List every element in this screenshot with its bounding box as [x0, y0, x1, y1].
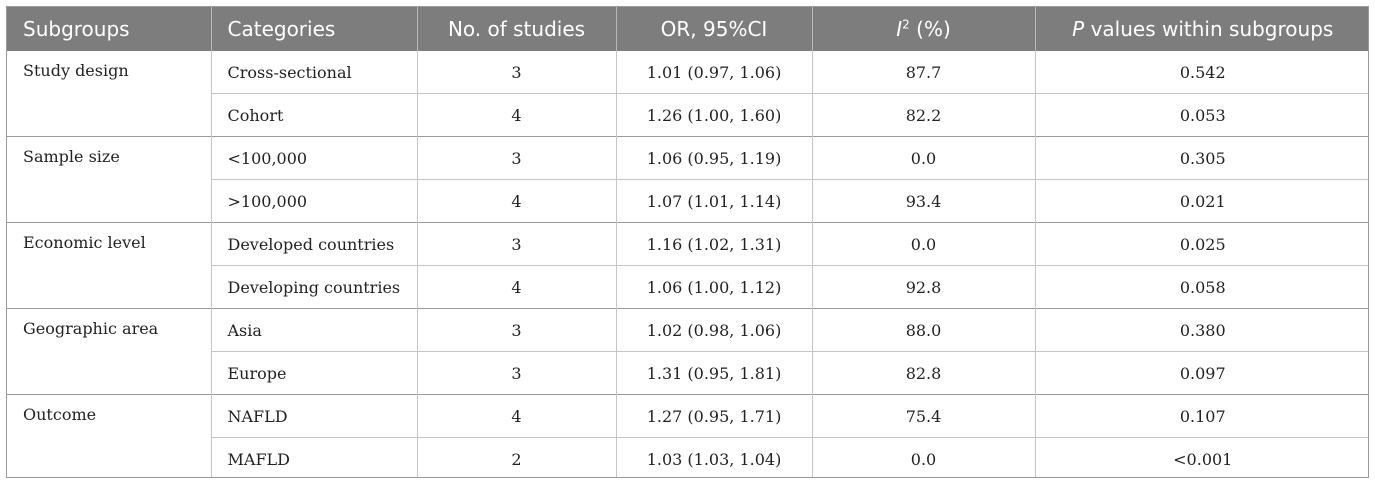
category-cell: Developing countries [210, 265, 417, 309]
or-cell: 1.31 (0.95, 1.81) [615, 351, 812, 395]
studies-cell: 3 [416, 51, 616, 94]
p-value-cell: 0.305 [1034, 136, 1368, 180]
studies-cell: 3 [416, 222, 616, 266]
subgroup-name: Geographic area [7, 308, 211, 395]
table-row: Economic level Developed countries 3 1.1… [7, 222, 1368, 309]
table-row: Cohort 4 1.26 (1.00, 1.60) 82.2 0.053 [7, 93, 1368, 137]
p-value-cell: 0.021 [1034, 179, 1368, 223]
i2-cell: 88.0 [811, 308, 1035, 352]
p-value-cell: 0.025 [1034, 222, 1368, 266]
category-cell: NAFLD [210, 394, 417, 438]
studies-cell: 4 [416, 93, 616, 137]
or-cell: 1.02 (0.98, 1.06) [615, 308, 812, 352]
p-value-cell: 0.058 [1034, 265, 1368, 309]
i2-cell: 0.0 [811, 437, 1035, 477]
i2-cell: 92.8 [811, 265, 1035, 309]
or-cell: 1.26 (1.00, 1.60) [615, 93, 812, 137]
header-i2-letter: I [896, 17, 903, 41]
table-body: Study design Cross-sectional 3 1.01 (0.9… [7, 51, 1368, 477]
category-cell: MAFLD [210, 437, 417, 477]
i2-cell: 93.4 [811, 179, 1035, 223]
header-i2-superscript: 2 [902, 17, 910, 32]
table-row: Europe 3 1.31 (0.95, 1.81) 82.8 0.097 [7, 351, 1368, 395]
subgroup-name: Study design [23, 61, 129, 80]
subgroup-name: Outcome [7, 394, 211, 477]
or-cell: 1.06 (0.95, 1.19) [615, 136, 812, 180]
studies-cell: 4 [416, 394, 616, 438]
or-cell: 1.27 (0.95, 1.71) [615, 394, 812, 438]
i2-cell: 82.2 [811, 93, 1035, 137]
header-p-values: P values within subgroups [1034, 7, 1368, 51]
p-value-cell: 0.053 [1034, 93, 1368, 137]
studies-cell: 2 [416, 437, 616, 477]
studies-cell: 3 [416, 308, 616, 352]
table-row: Developing countries 4 1.06 (1.00, 1.12)… [7, 265, 1368, 309]
category-cell: Europe [210, 351, 417, 395]
subgroup-name: Economic level [7, 222, 211, 309]
or-cell: 1.16 (1.02, 1.31) [615, 222, 812, 266]
table-row: >100,000 4 1.07 (1.01, 1.14) 93.4 0.021 [7, 179, 1368, 223]
i2-cell: 0.0 [811, 136, 1035, 180]
table-row: Study design Cross-sectional 3 1.01 (0.9… [7, 51, 1368, 94]
header-no-of-studies: No. of studies [416, 7, 616, 51]
p-value-cell: 0.107 [1034, 394, 1368, 438]
table-row: MAFLD 2 1.03 (1.03, 1.04) 0.0 <0.001 [7, 437, 1368, 477]
category-cell: Cohort [210, 93, 417, 137]
i2-cell: 0.0 [811, 222, 1035, 266]
p-value-cell: 0.380 [1034, 308, 1368, 352]
p-value-cell: <0.001 [1034, 437, 1368, 477]
subgroup-name: Sample size [7, 136, 211, 223]
category-cell: Developed countries [210, 222, 417, 266]
or-cell: 1.01 (0.97, 1.06) [615, 51, 812, 94]
category-cell: Asia [210, 308, 417, 352]
category-cell: Cross-sectional [210, 51, 417, 94]
header-i2-unit: (%) [909, 17, 951, 41]
subgroup-analysis-table: Subgroups Categories No. of studies OR, … [7, 7, 1368, 477]
header-i2: I2 (%) [811, 7, 1035, 51]
table-row: Sample size <100,000 3 1.06 (0.95, 1.19)… [7, 136, 1368, 223]
category-cell: <100,000 [210, 136, 417, 180]
i2-cell: 87.7 [811, 51, 1035, 94]
header-or-95ci: OR, 95%CI [615, 7, 812, 51]
studies-cell: 3 [416, 136, 616, 180]
category-cell: >100,000 [210, 179, 417, 223]
header-p-letter: P [1072, 17, 1085, 41]
table-row: Geographic area Asia 3 1.02 (0.98, 1.06)… [7, 308, 1368, 395]
studies-cell: 4 [416, 265, 616, 309]
p-value-cell: 0.097 [1034, 351, 1368, 395]
i2-cell: 75.4 [811, 394, 1035, 438]
studies-cell: 4 [416, 179, 616, 223]
header-subgroups: Subgroups [7, 7, 211, 51]
header-categories: Categories [210, 7, 417, 51]
or-cell: 1.07 (1.01, 1.14) [615, 179, 812, 223]
subgroup-analysis-table-container: Subgroups Categories No. of studies OR, … [6, 6, 1369, 478]
i2-cell: 82.8 [811, 351, 1035, 395]
or-cell: 1.06 (1.00, 1.12) [615, 265, 812, 309]
table-header-row: Subgroups Categories No. of studies OR, … [7, 7, 1368, 51]
or-cell: 1.03 (1.03, 1.04) [615, 437, 812, 477]
table-row: Outcome NAFLD 4 1.27 (0.95, 1.71) 75.4 0… [7, 394, 1368, 477]
p-value-cell: 0.542 [1034, 51, 1368, 94]
header-p-rest: values within subgroups [1084, 17, 1334, 41]
studies-cell: 3 [416, 351, 616, 395]
